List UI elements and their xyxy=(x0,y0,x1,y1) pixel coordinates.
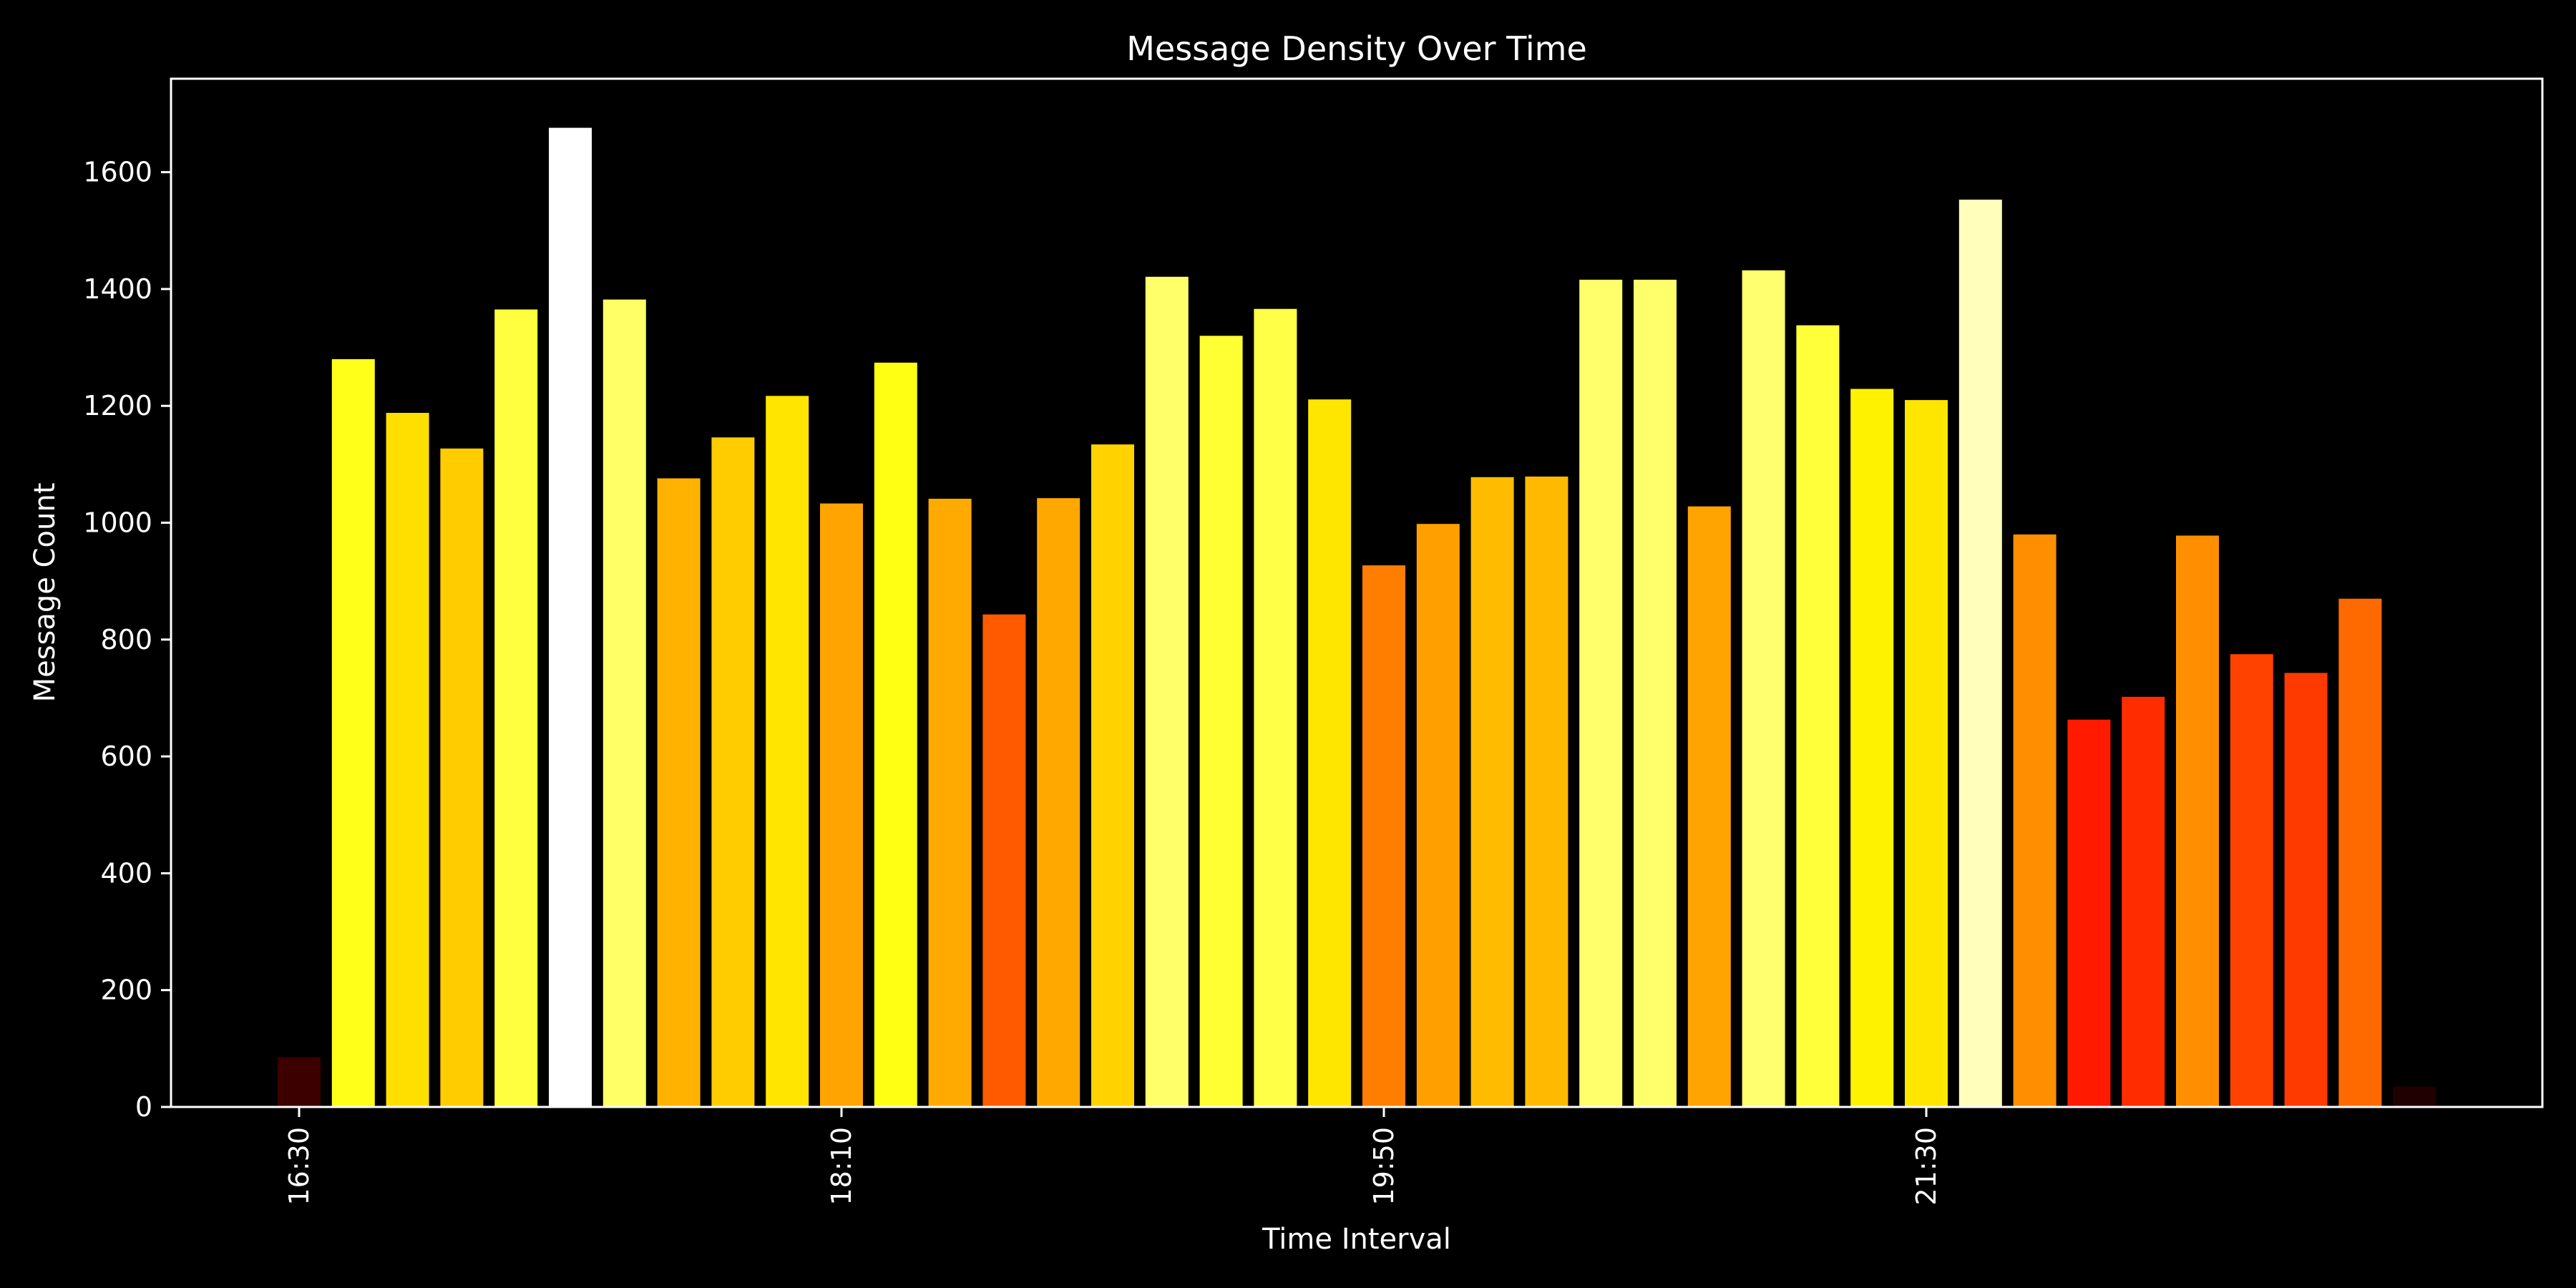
bar-4 xyxy=(494,309,538,1107)
bar-23 xyxy=(1525,477,1568,1107)
bars-layer xyxy=(278,127,2436,1108)
bar-5 xyxy=(549,127,592,1108)
bar-10 xyxy=(820,503,863,1107)
bar-2 xyxy=(386,413,429,1107)
bar-24 xyxy=(1579,279,1623,1107)
bar-22 xyxy=(1470,477,1514,1107)
plot-frame xyxy=(170,77,2544,1108)
bar-39 xyxy=(2393,1086,2436,1107)
bar-14 xyxy=(1037,498,1080,1107)
y-tick-label-5: 1000 xyxy=(83,507,152,539)
y-tick-label-6: 1200 xyxy=(83,390,152,421)
bar-34 xyxy=(2122,696,2165,1107)
bar-27 xyxy=(1742,270,1785,1107)
x-tick-label-3: 21:30 xyxy=(1911,1127,1942,1206)
bar-12 xyxy=(928,499,972,1107)
y-tick-label-0: 0 xyxy=(135,1091,152,1123)
bar-32 xyxy=(2013,534,2057,1107)
y-tick-label-8: 1600 xyxy=(83,157,152,188)
bar-19 xyxy=(1308,399,1352,1107)
bar-36 xyxy=(2230,654,2273,1107)
y-tick-label-4: 800 xyxy=(100,624,152,655)
bar-0 xyxy=(278,1057,321,1107)
bar-25 xyxy=(1634,279,1677,1107)
bar-33 xyxy=(2067,719,2111,1107)
bar-35 xyxy=(2176,535,2219,1107)
x-axis: 16:30 18:10 19:50 21:30 xyxy=(283,1107,1942,1206)
bar-29 xyxy=(1850,389,1894,1107)
y-axis-label: Message Count xyxy=(29,483,62,703)
bar-20 xyxy=(1362,565,1405,1107)
bar-21 xyxy=(1416,524,1460,1107)
chart-title: Message Density Over Time xyxy=(1126,29,1587,68)
y-tick-label-7: 1400 xyxy=(83,273,152,305)
bar-31 xyxy=(1958,200,2002,1107)
bar-37 xyxy=(2284,673,2328,1107)
x-axis-label: Time Interval xyxy=(1262,1223,1451,1256)
bar-28 xyxy=(1796,325,1840,1108)
bar-9 xyxy=(766,396,809,1107)
bar-18 xyxy=(1254,308,1297,1108)
bar-3 xyxy=(440,448,484,1107)
bar-6 xyxy=(602,299,646,1108)
x-tick-label-0: 16:30 xyxy=(283,1127,315,1206)
bar-38 xyxy=(2338,598,2382,1107)
bar-15 xyxy=(1091,444,1134,1107)
bar-30 xyxy=(1905,400,1948,1107)
x-tick-label-1: 18:10 xyxy=(826,1127,857,1206)
y-tick-label-3: 600 xyxy=(100,741,152,772)
x-tick-label-2: 19:50 xyxy=(1368,1127,1400,1206)
bar-11 xyxy=(874,362,917,1107)
y-tick-label-1: 200 xyxy=(100,975,152,1006)
bar-8 xyxy=(711,437,755,1107)
y-tick-label-2: 400 xyxy=(100,857,152,889)
y-axis: 0 200 400 600 800 1000 1200 1400 1600 xyxy=(83,157,171,1123)
bar-7 xyxy=(657,478,701,1107)
bar-13 xyxy=(982,614,1026,1107)
bar-26 xyxy=(1687,506,1731,1107)
bar-16 xyxy=(1145,276,1189,1107)
bar-1 xyxy=(331,358,375,1107)
bar-17 xyxy=(1199,336,1243,1108)
